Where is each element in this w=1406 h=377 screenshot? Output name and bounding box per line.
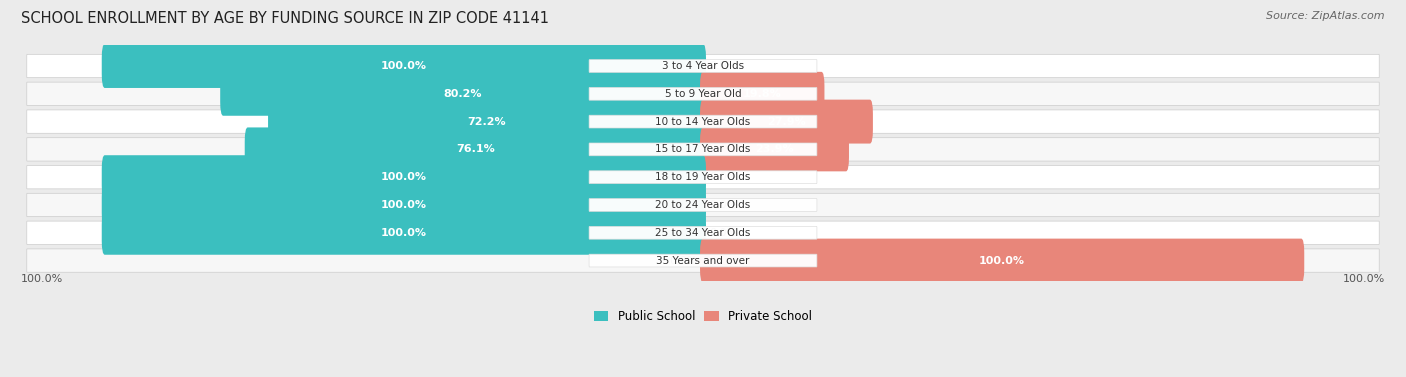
Text: 0.0%: 0.0% — [709, 200, 737, 210]
Text: 76.1%: 76.1% — [456, 144, 495, 155]
Text: 10 to 14 Year Olds: 10 to 14 Year Olds — [655, 116, 751, 127]
Text: 100.0%: 100.0% — [381, 228, 427, 238]
Text: 0.0%: 0.0% — [709, 61, 737, 71]
Text: 100.0%: 100.0% — [1343, 274, 1385, 285]
FancyBboxPatch shape — [27, 193, 1379, 217]
FancyBboxPatch shape — [589, 226, 817, 239]
FancyBboxPatch shape — [27, 249, 1379, 272]
Text: 72.2%: 72.2% — [468, 116, 506, 127]
FancyBboxPatch shape — [700, 127, 849, 172]
FancyBboxPatch shape — [27, 166, 1379, 189]
FancyBboxPatch shape — [101, 155, 706, 199]
Text: Source: ZipAtlas.com: Source: ZipAtlas.com — [1267, 11, 1385, 21]
FancyBboxPatch shape — [27, 82, 1379, 106]
Text: SCHOOL ENROLLMENT BY AGE BY FUNDING SOURCE IN ZIP CODE 41141: SCHOOL ENROLLMENT BY AGE BY FUNDING SOUR… — [21, 11, 550, 26]
Text: 23.9%: 23.9% — [755, 144, 794, 155]
Text: 25 to 34 Year Olds: 25 to 34 Year Olds — [655, 228, 751, 238]
Text: 0.0%: 0.0% — [709, 228, 737, 238]
Text: 5 to 9 Year Old: 5 to 9 Year Old — [665, 89, 741, 99]
Text: 100.0%: 100.0% — [381, 172, 427, 182]
FancyBboxPatch shape — [700, 239, 1305, 282]
Text: 19.8%: 19.8% — [742, 89, 782, 99]
Legend: Public School, Private School: Public School, Private School — [589, 305, 817, 328]
Text: 3 to 4 Year Olds: 3 to 4 Year Olds — [662, 61, 744, 71]
FancyBboxPatch shape — [101, 211, 706, 255]
Text: 15 to 17 Year Olds: 15 to 17 Year Olds — [655, 144, 751, 155]
FancyBboxPatch shape — [101, 183, 706, 227]
FancyBboxPatch shape — [589, 143, 817, 156]
FancyBboxPatch shape — [27, 54, 1379, 78]
FancyBboxPatch shape — [221, 72, 706, 116]
FancyBboxPatch shape — [269, 100, 706, 144]
Text: 0.0%: 0.0% — [709, 172, 737, 182]
Text: 100.0%: 100.0% — [21, 274, 63, 285]
FancyBboxPatch shape — [589, 87, 817, 100]
Text: 0.0%: 0.0% — [669, 256, 697, 265]
Text: 100.0%: 100.0% — [979, 256, 1025, 265]
FancyBboxPatch shape — [589, 115, 817, 128]
FancyBboxPatch shape — [589, 199, 817, 211]
Text: 100.0%: 100.0% — [381, 61, 427, 71]
Text: 18 to 19 Year Olds: 18 to 19 Year Olds — [655, 172, 751, 182]
FancyBboxPatch shape — [27, 110, 1379, 133]
FancyBboxPatch shape — [27, 138, 1379, 161]
Text: 27.9%: 27.9% — [768, 116, 806, 127]
Text: 80.2%: 80.2% — [444, 89, 482, 99]
FancyBboxPatch shape — [589, 60, 817, 72]
FancyBboxPatch shape — [700, 100, 873, 144]
FancyBboxPatch shape — [700, 72, 824, 116]
FancyBboxPatch shape — [27, 221, 1379, 244]
Text: 100.0%: 100.0% — [381, 200, 427, 210]
FancyBboxPatch shape — [245, 127, 706, 172]
Text: 35 Years and over: 35 Years and over — [657, 256, 749, 265]
Text: 20 to 24 Year Olds: 20 to 24 Year Olds — [655, 200, 751, 210]
FancyBboxPatch shape — [101, 44, 706, 88]
FancyBboxPatch shape — [589, 254, 817, 267]
FancyBboxPatch shape — [589, 171, 817, 184]
